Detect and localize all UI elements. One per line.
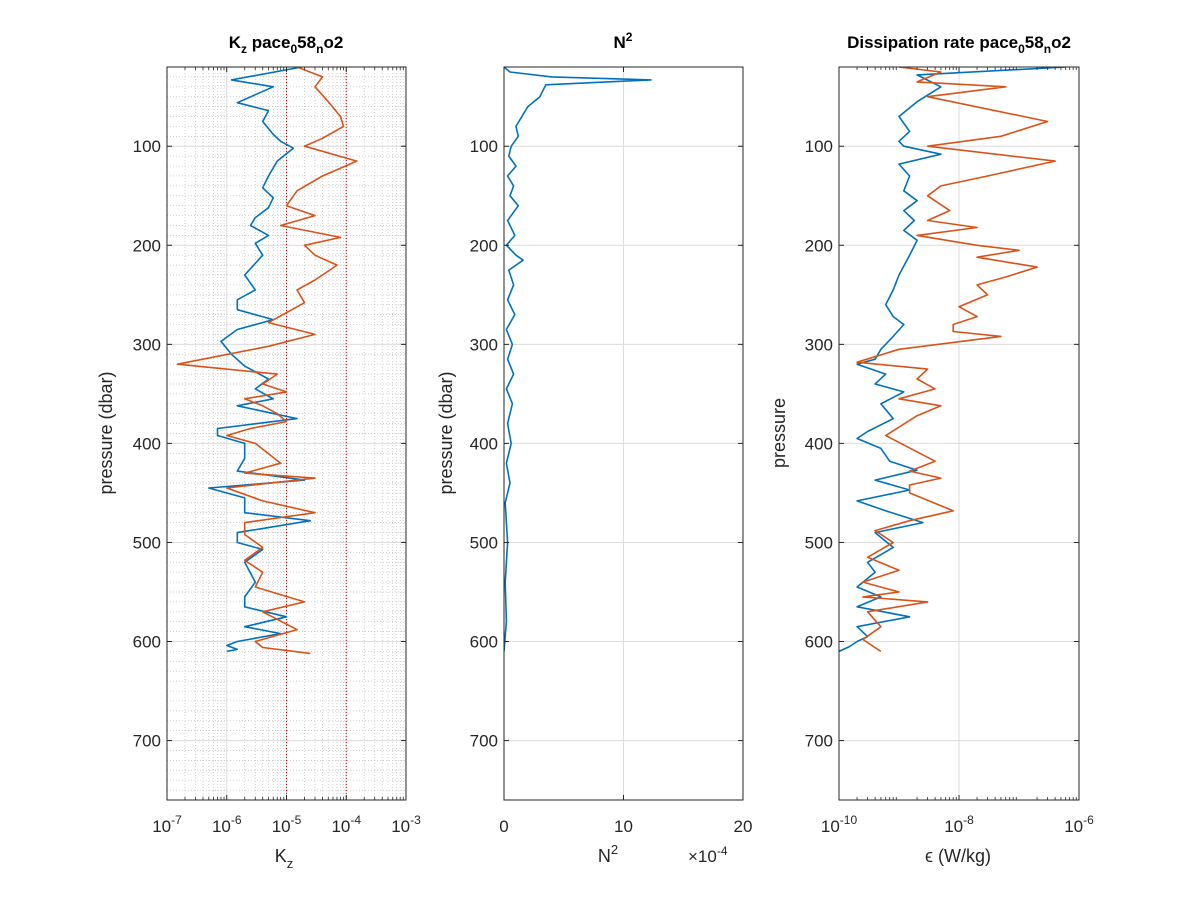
- dissipation-panel: Dissipation rate pace058no2 ϵ (W/kg) pre…: [769, 33, 1094, 866]
- n2-x-multiplier: ×10-4: [688, 844, 728, 866]
- n2-y-tick-label: 600: [470, 633, 498, 652]
- kz-x-tick-label: 10-3: [391, 813, 421, 836]
- n2-ylabel: pressure (dbar): [436, 371, 456, 494]
- kz-y-tick-label: 200: [133, 236, 161, 255]
- kz-title: Kz pace058no2: [229, 33, 344, 56]
- n2-panel: N2 N2 ×10-4 pressure (dbar) 0 10 20 100 200 3…: [436, 30, 752, 866]
- n2-y-tick-label: 700: [470, 732, 498, 751]
- n2-xlabel: N2: [598, 842, 618, 866]
- n2-x-tick-label: 10: [614, 817, 633, 836]
- kz-y-tick-label: 700: [133, 732, 161, 751]
- dissipation-y-tick-label: 500: [805, 533, 833, 552]
- n2-y-tick-label: 200: [470, 236, 498, 255]
- dissipation-xlabel: ϵ (W/kg): [925, 846, 991, 866]
- dissipation-y-tick-label: 400: [805, 434, 833, 453]
- dissipation-x-tick-label: 10-10: [821, 813, 858, 836]
- kz-xlabel: Kz: [275, 846, 294, 871]
- dissipation-y-tick-label: 100: [805, 137, 833, 156]
- kz-x-tick-label: 10-5: [272, 813, 302, 836]
- kz-y-tick-label: 500: [133, 533, 161, 552]
- kz-series-2-line: [176, 67, 358, 655]
- dissipation-y-tick-label: 300: [805, 335, 833, 354]
- kz-x-tick-label: 10-7: [152, 813, 182, 836]
- dissipation-y-tick-label: 700: [805, 732, 833, 751]
- kz-y-tick-label: 300: [133, 335, 161, 354]
- dissipation-x-tick-label: 10-6: [1064, 813, 1094, 836]
- kz-x-tick-label: 10-6: [212, 813, 242, 836]
- n2-y-tick-label: 400: [470, 434, 498, 453]
- kz-panel: Kz pace058no2 Kz pressure (dbar) 10-7 10-…: [96, 33, 421, 871]
- dissipation-series-1-line: [839, 67, 1066, 653]
- dissipation-y-tick-label: 200: [805, 236, 833, 255]
- n2-x-tick-label: 20: [734, 817, 753, 836]
- dissipation-series-2-line: [856, 67, 1056, 653]
- kz-y-tick-label: 600: [133, 633, 161, 652]
- n2-title: N2: [614, 30, 633, 52]
- dissipation-y-tick-label: 600: [805, 633, 833, 652]
- dissipation-title: Dissipation rate pace058no2: [847, 33, 1071, 56]
- kz-y-tick-label: 400: [133, 434, 161, 453]
- n2-y-tick-label: 300: [470, 335, 498, 354]
- dissipation-ylabel: pressure: [769, 398, 789, 468]
- n2-y-tick-label: 100: [470, 137, 498, 156]
- n2-y-tick-label: 500: [470, 533, 498, 552]
- kz-y-tick-label: 100: [133, 137, 161, 156]
- n2-x-tick-label: 0: [499, 817, 508, 836]
- kz-ylabel: pressure (dbar): [96, 371, 116, 494]
- n2-series-1-line: [504, 67, 652, 652]
- dissipation-x-tick-label: 10-8: [944, 813, 974, 836]
- kz-x-tick-label: 10-4: [331, 813, 361, 836]
